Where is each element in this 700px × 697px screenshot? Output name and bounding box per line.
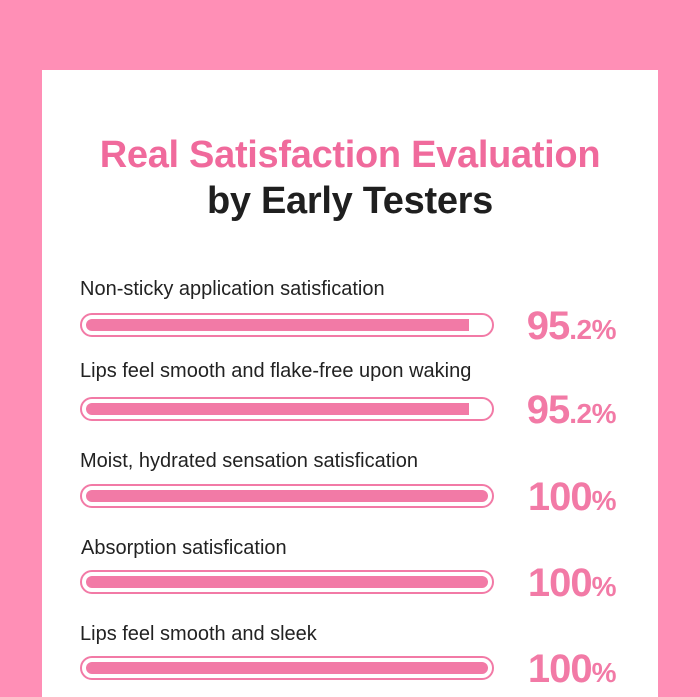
title-subline: by Early Testers: [207, 180, 493, 222]
item-label: Lips feel smooth and sleek: [80, 623, 317, 645]
progress-fill: [86, 403, 469, 415]
progress-fill: [86, 662, 488, 674]
percent-value: 100%: [527, 561, 617, 605]
progress-bar: [80, 656, 494, 680]
progress-bar: [80, 397, 494, 421]
item-label: Absorption satisfication: [81, 537, 287, 559]
percent-value: 95.2%: [526, 388, 617, 432]
item-label: Moist, hydrated sensation satisfication: [80, 450, 418, 472]
item-label: Lips feel smooth and flake-free upon wak…: [80, 360, 472, 382]
progress-bar: [80, 570, 494, 594]
item-label: Non-sticky application satisfication: [80, 278, 385, 300]
progress-fill: [86, 319, 469, 331]
progress-bar: [80, 313, 494, 337]
title-highlight: Real Satisfaction Evaluation: [99, 134, 601, 176]
progress-fill: [86, 490, 488, 502]
percent-value: 100%: [527, 647, 617, 691]
progress-fill: [86, 576, 488, 588]
percent-value: 95.2%: [526, 304, 617, 348]
percent-value: 100%: [527, 475, 617, 519]
progress-bar: [80, 484, 494, 508]
